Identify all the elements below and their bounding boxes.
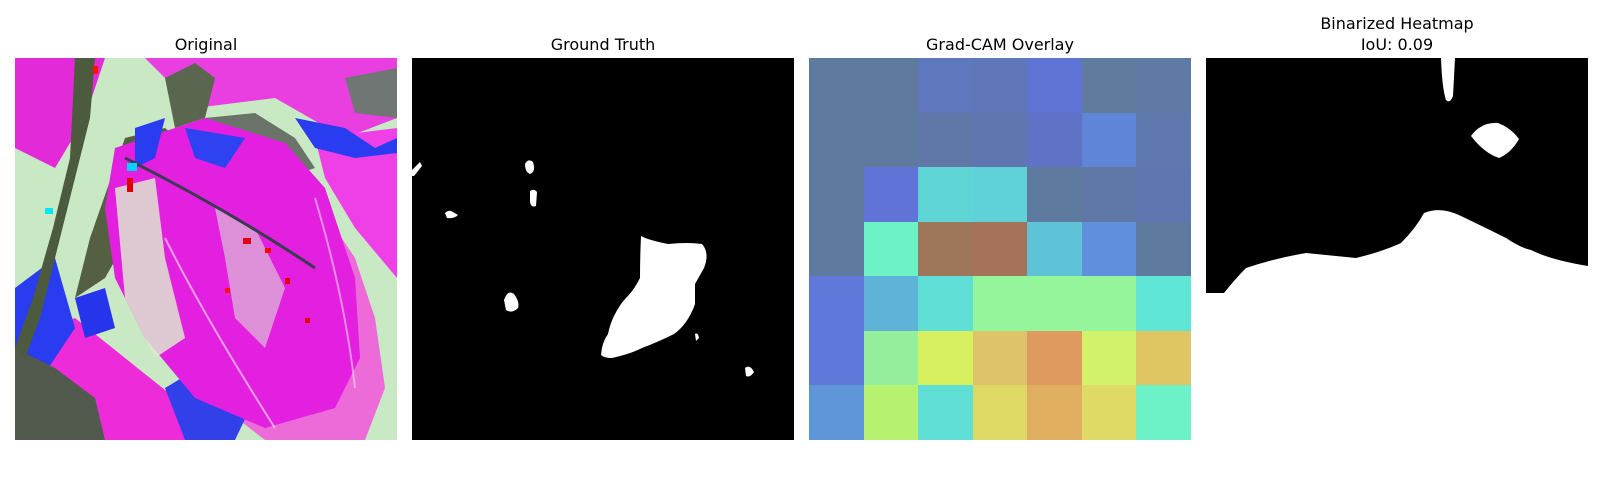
heatmap-cell — [1136, 167, 1191, 222]
heatmap-cell — [918, 385, 973, 440]
heatmap-cell — [973, 385, 1027, 440]
heatmap-cell — [1082, 385, 1136, 440]
panel-title: Binarized Heatmap — [1320, 14, 1474, 33]
heatmap-cell — [1027, 385, 1082, 440]
heatmap-cell — [864, 331, 918, 385]
heatmap-cell — [918, 331, 973, 385]
heatmap-cell — [1027, 276, 1082, 331]
heatmap-cell — [1027, 167, 1082, 222]
heatmap-cell — [918, 167, 973, 222]
heatmap-cell — [1136, 385, 1191, 440]
heatmap-cell — [1082, 167, 1136, 222]
heatmap-cell — [1082, 222, 1136, 276]
heatmap-cell — [809, 167, 864, 222]
binarized-heatmap-mask — [1206, 58, 1588, 440]
heatmap-cell — [809, 113, 864, 167]
heatmap-cell — [1136, 58, 1191, 113]
heatmap-cell — [973, 222, 1027, 276]
heatmap-cell — [864, 113, 918, 167]
heatmap-cell — [1082, 276, 1136, 331]
gradcam-overlay-image — [809, 58, 1191, 440]
heatmap-cell — [864, 167, 918, 222]
heatmap-cell — [864, 222, 918, 276]
heatmap-cell — [809, 276, 864, 331]
panel-original: Original — [15, 0, 397, 440]
panel-title: Grad-CAM Overlay — [926, 35, 1074, 54]
heatmap-cell — [918, 58, 973, 113]
heatmap-cell — [1082, 113, 1136, 167]
original-image — [15, 58, 397, 440]
panel-title: Ground Truth — [550, 35, 656, 54]
heatmap-cell — [809, 222, 864, 276]
heatmap-cell — [1136, 222, 1191, 276]
heatmap-cell — [1027, 331, 1082, 385]
panel-gradcam-overlay: Grad-CAM Overlay — [809, 0, 1191, 440]
heatmap-cell — [1027, 222, 1082, 276]
heatmap-cell — [809, 385, 864, 440]
heatmap-cell — [864, 276, 918, 331]
heatmap-cell — [973, 113, 1027, 167]
heatmap-cell — [1027, 113, 1082, 167]
heatmap-cell — [973, 276, 1027, 331]
panel-binarized-heatmap: Binarized Heatmap IoU: 0.09 — [1206, 0, 1588, 440]
heatmap-cell — [864, 385, 918, 440]
heatmap-cell — [864, 58, 918, 113]
heatmap-cell — [973, 58, 1027, 113]
iou-score: IoU: 0.09 — [1360, 35, 1434, 54]
heatmap-cell — [1136, 113, 1191, 167]
heatmap-cell — [1082, 58, 1136, 113]
ground-truth-mask — [412, 58, 794, 440]
heatmap-cell — [918, 276, 973, 331]
heatmap-cell — [918, 222, 973, 276]
heatmap-cell — [809, 58, 864, 113]
heatmap-cell — [918, 113, 973, 167]
heatmap-cell — [1136, 331, 1191, 385]
heatmap-cell — [1082, 331, 1136, 385]
panel-title: Original — [174, 35, 238, 54]
heatmap-cell — [973, 331, 1027, 385]
heatmap-cell — [809, 331, 864, 385]
heatmap-cell — [1136, 276, 1191, 331]
heatmap-cell — [1027, 58, 1082, 113]
panel-ground-truth: Ground Truth — [412, 0, 794, 440]
heatmap-cell — [973, 167, 1027, 222]
